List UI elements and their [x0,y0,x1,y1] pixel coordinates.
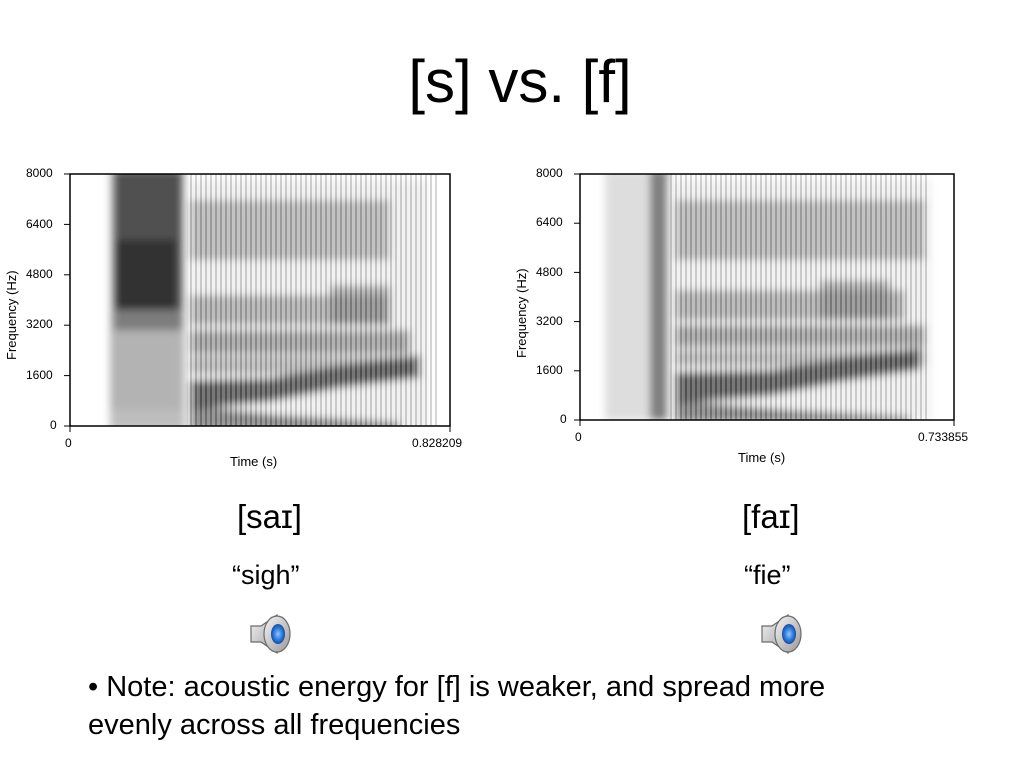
x-axis-label: Time (s) [738,450,786,465]
gloss-sigh: “sigh” [232,560,300,590]
y-tick-label: 1600 [26,368,53,382]
x-tick-label-min: 0 [575,430,582,444]
y-tick-label: 6400 [26,217,53,231]
spectrogram-sigh [64,173,451,432]
y-tick-label: 4800 [26,267,53,281]
transcription-sigh: [saɪ] [237,498,302,535]
transcription-fie: [faɪ] [742,498,800,535]
y-tick-label: 1600 [536,363,563,377]
spectrogram-panel-fie: 8000 6400 4800 3200 1600 0 0 0.733855 Fr… [510,160,1010,480]
x-tick-label-max: 0.733855 [918,430,969,444]
x-axis-label: Time (s) [230,454,278,469]
y-tick-label: 3200 [26,317,53,331]
y-tick-label: 8000 [536,166,563,180]
y-tick-label: 8000 [26,166,53,180]
spectrogram-panel-sigh: 8000 6400 4800 3200 1600 0 0 0.828209 Fr… [0,160,500,480]
y-axis-label: Frequency (Hz) [514,268,529,358]
x-tick-label-min: 0 [65,436,72,450]
slide-title: [s] vs. [f] [408,48,632,115]
speaker-icon[interactable] [758,612,806,656]
x-tick-label-max: 0.828209 [412,436,463,450]
spectrogram-fie [574,173,955,426]
y-tick-label: 3200 [536,314,563,328]
y-tick-label: 0 [560,412,567,426]
gloss-fie: “fie” [744,560,791,590]
y-axis-label: Frequency (Hz) [4,270,19,360]
y-tick-label: 0 [50,418,57,432]
speaker-icon[interactable] [247,612,295,656]
y-tick-label: 6400 [536,215,563,229]
note-text: • Note: acoustic energy for [f] is weake… [88,671,826,741]
y-tick-label: 4800 [536,265,563,279]
